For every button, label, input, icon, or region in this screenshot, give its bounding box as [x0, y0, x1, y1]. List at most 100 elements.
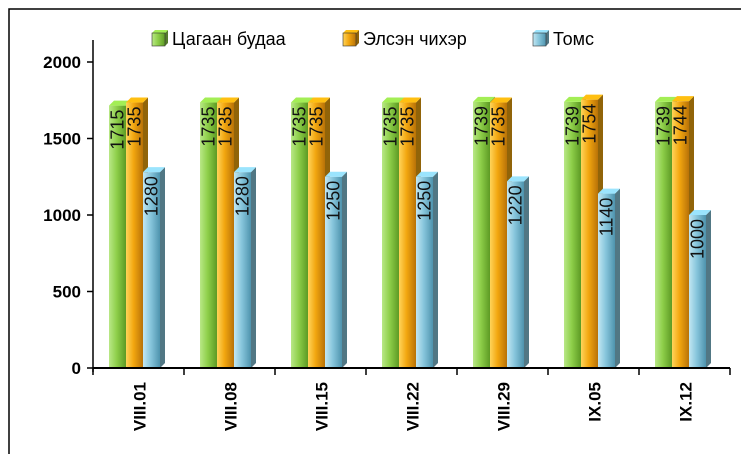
- data-label: 1735: [489, 107, 509, 147]
- x-tick-label: VIII.22: [404, 382, 423, 431]
- legend-item: Томс: [532, 29, 594, 49]
- bar-front: [416, 176, 433, 368]
- x-tick-label: IX.05: [586, 382, 605, 422]
- bar-front: [109, 105, 126, 368]
- legend-label: Элсэн чихэр: [363, 29, 467, 49]
- data-label: 1140: [597, 198, 617, 237]
- bar-top: [234, 167, 256, 173]
- legend-label: Цагаан будаа: [172, 29, 287, 49]
- bar-top: [291, 97, 313, 103]
- bar-top: [126, 97, 148, 103]
- bar-top: [473, 96, 495, 102]
- bar-front: [655, 101, 672, 369]
- data-label: 1715: [108, 110, 128, 150]
- chart-frame: [8, 8, 741, 454]
- bar-front: [490, 102, 507, 369]
- bar-6-2: 1000: [688, 210, 711, 368]
- data-label: 1280: [233, 176, 253, 216]
- bar-front: [217, 102, 234, 369]
- data-label: 1744: [671, 105, 691, 145]
- legend-swatch-side: [165, 30, 168, 46]
- bar-top: [581, 94, 603, 100]
- legend: Цагаан будаа Элсэн чихэр Томс: [151, 29, 594, 49]
- bar-front: [564, 101, 581, 369]
- bar-side: [160, 167, 165, 368]
- data-label: 1250: [415, 181, 435, 221]
- bar-top: [507, 176, 529, 182]
- data-label: 1739: [563, 106, 583, 146]
- bar-top: [655, 96, 677, 102]
- data-label: 1739: [654, 106, 674, 146]
- bar-front: [200, 102, 217, 369]
- bar-top: [672, 96, 694, 102]
- data-label: 1735: [307, 107, 327, 147]
- bar-top: [689, 210, 711, 215]
- bar-front: [325, 176, 342, 368]
- bar-side: [251, 167, 256, 368]
- data-label: 1735: [398, 107, 418, 147]
- x-axis: VIII.01 VIII.08 VIII.15 VIII.22 VIII.29 IX.05…: [92, 368, 731, 431]
- x-tick-label: IX.12: [677, 382, 696, 422]
- x-tick-label: VIII.08: [222, 382, 241, 431]
- bar-front: [598, 193, 615, 368]
- y-tick-label: 500: [53, 283, 81, 302]
- bar-5-1: 1754: [580, 94, 603, 368]
- legend-item: Элсэн чихэр: [342, 29, 467, 49]
- legend-swatch: [151, 32, 166, 47]
- bar-top: [325, 171, 347, 177]
- bar-side: [342, 171, 347, 368]
- data-label: 1739: [472, 106, 492, 146]
- x-tick-label: VIII.15: [313, 382, 332, 431]
- y-tick-label: 1000: [43, 206, 81, 225]
- bar-top: [308, 97, 330, 103]
- data-label: 1280: [142, 176, 162, 216]
- data-label: 1000: [688, 219, 708, 259]
- bar-front: [291, 102, 308, 369]
- bar-side: [706, 210, 711, 368]
- legend-swatch: [342, 32, 357, 47]
- bar-top: [598, 188, 620, 194]
- data-label: 1735: [216, 107, 236, 147]
- bar-3-2: 1250: [415, 171, 438, 368]
- bar-0-2: 1280: [142, 167, 165, 368]
- data-label: 1754: [580, 104, 600, 144]
- bar-5-2: 1140: [597, 188, 620, 368]
- bar-top: [416, 171, 438, 177]
- bar-top: [217, 97, 239, 103]
- bar-side: [524, 176, 529, 368]
- bar-front: [507, 181, 524, 368]
- data-label: 1735: [125, 107, 145, 147]
- bar-front: [473, 101, 490, 369]
- bar-front: [234, 172, 251, 368]
- bar-top: [490, 97, 512, 103]
- bar-2-2: 1250: [324, 171, 347, 368]
- bar-1-2: 1280: [233, 167, 256, 368]
- bar-front: [581, 99, 598, 368]
- data-label: 1220: [506, 185, 526, 225]
- bar-front: [143, 172, 160, 368]
- bar-side: [615, 188, 620, 368]
- data-label: 1735: [381, 107, 401, 147]
- bar-3-1: 1735: [398, 97, 421, 369]
- data-label: 1735: [290, 107, 310, 147]
- y-tick-label: 1500: [43, 130, 81, 149]
- bar-top: [564, 96, 586, 102]
- x-tick-label: VIII.01: [131, 382, 150, 431]
- legend-swatch-top: [533, 30, 549, 33]
- bar-4-2: 1220: [506, 176, 529, 368]
- bar-front: [308, 102, 325, 369]
- data-label: 1250: [324, 181, 344, 221]
- legend-swatch-side: [356, 30, 359, 46]
- legend-swatch-side: [546, 30, 549, 46]
- bar-top: [109, 100, 131, 106]
- bar-top: [143, 167, 165, 173]
- bar-top: [399, 97, 421, 103]
- legend-swatch-top: [152, 30, 168, 33]
- bar-side: [433, 171, 438, 368]
- y-tick-label: 2000: [43, 53, 81, 72]
- data-label: 1735: [199, 107, 219, 147]
- bars: 1715173512801735173512801735173512501735…: [108, 94, 711, 369]
- bar-front: [382, 102, 399, 369]
